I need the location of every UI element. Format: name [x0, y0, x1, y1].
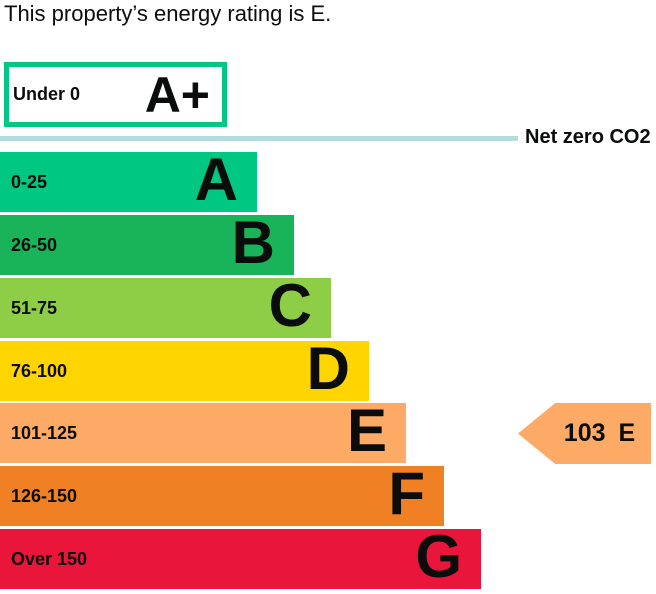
- band-range: 51-75: [11, 297, 58, 318]
- band-letter: G: [415, 523, 462, 590]
- band-c: 51-75 C: [0, 272, 331, 339]
- band-range: 76-100: [11, 360, 68, 381]
- band-range: 101-125: [11, 422, 78, 443]
- band-e: 101-125 E: [0, 397, 406, 464]
- rating-band-letter: E: [618, 419, 636, 447]
- band-a-plus-range: Under 0: [13, 84, 81, 104]
- band-range: 126-150: [11, 485, 78, 506]
- rating-score: 103: [563, 419, 606, 447]
- band-range: 26-50: [11, 234, 58, 255]
- net-zero-label: Net zero CO2: [525, 126, 651, 148]
- rating-marker-arrow: 103 E: [518, 403, 651, 464]
- band-letter: F: [388, 460, 425, 527]
- band-a-plus: Under 0 A+: [4, 62, 227, 127]
- band-letter: A: [194, 146, 238, 213]
- band-letter: D: [306, 335, 350, 402]
- band-g: Over 150 G: [0, 523, 481, 590]
- band-letter: B: [231, 209, 275, 276]
- band-a-plus-letter: A+: [144, 66, 210, 123]
- band-b: 26-50 B: [0, 209, 294, 276]
- band-d: 76-100 D: [0, 335, 369, 402]
- band-range: Over 150: [11, 548, 88, 569]
- page-title: This property’s energy rating is E.: [4, 1, 332, 26]
- band-f: 126-150 F: [0, 460, 444, 527]
- band-a: 0-25 A: [0, 146, 257, 213]
- band-letter: C: [268, 272, 312, 339]
- band-range: 0-25: [11, 171, 48, 192]
- band-letter: E: [346, 397, 387, 464]
- net-zero-line: [0, 136, 518, 141]
